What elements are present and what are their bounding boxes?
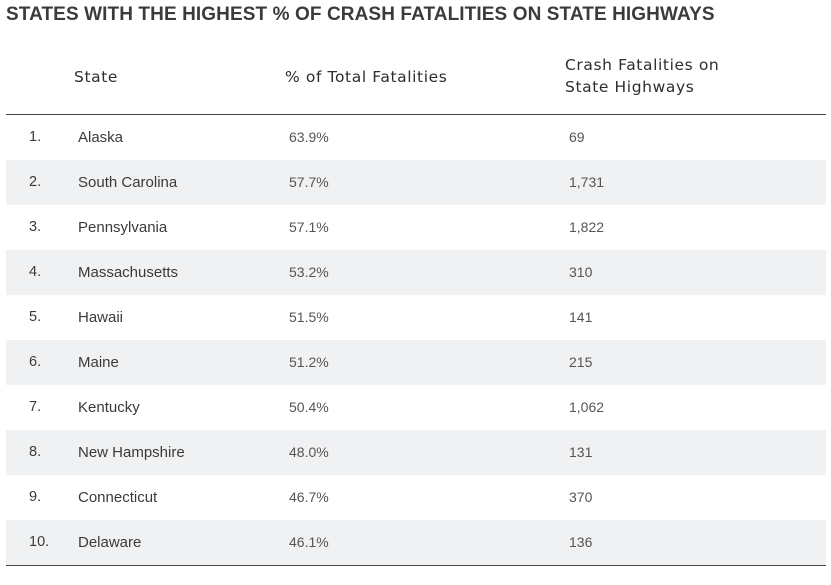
table-row: 10. Delaware 46.1% 136 — [6, 520, 826, 565]
state-cell: Hawaii — [78, 309, 124, 326]
rank-cell: 2. — [29, 174, 42, 190]
rank-cell: 4. — [29, 264, 42, 280]
table-row: 2. South Carolina 57.7% 1,731 — [6, 160, 826, 205]
pct-cell: 46.1% — [289, 534, 329, 550]
crash-cell: 370 — [569, 489, 593, 505]
pct-cell: 51.5% — [289, 309, 329, 325]
rank-cell: 3. — [29, 219, 42, 235]
state-cell: South Carolina — [78, 174, 178, 191]
rank-cell: 8. — [29, 444, 42, 460]
table-header-row: State % of Total Fatalities Crash Fatali… — [6, 44, 826, 115]
crash-cell: 1,062 — [569, 399, 605, 415]
table-bottom-rule — [6, 565, 826, 566]
table-row: 5. Hawaii 51.5% 141 — [6, 295, 826, 340]
rank-cell: 10. — [29, 534, 50, 550]
header-crash-line1: Crash Fatalities on — [565, 56, 720, 74]
table-row: 6. Maine 51.2% 215 — [6, 340, 826, 385]
crash-cell: 310 — [569, 264, 593, 280]
header-state: State — [74, 68, 119, 86]
crash-cell: 1,822 — [569, 219, 605, 235]
pct-cell: 50.4% — [289, 399, 329, 415]
pct-cell: 63.9% — [289, 129, 329, 145]
crash-cell: 131 — [569, 444, 593, 460]
header-crash-fatalities: Crash Fatalities on State Highways — [565, 54, 765, 98]
crash-cell: 136 — [569, 534, 593, 550]
table-row: 4. Massachusetts 53.2% 310 — [6, 250, 826, 295]
state-cell: Alaska — [78, 129, 124, 146]
crash-cell: 215 — [569, 354, 593, 370]
table-row: 1. Alaska 63.9% 69 — [6, 115, 826, 160]
pct-cell: 51.2% — [289, 354, 329, 370]
rank-cell: 9. — [29, 489, 42, 505]
page-title: STATES WITH THE HIGHEST % OF CRASH FATAL… — [6, 4, 715, 25]
rank-cell: 6. — [29, 354, 42, 370]
rank-cell: 5. — [29, 309, 42, 325]
header-pct-total: % of Total Fatalities — [285, 68, 448, 86]
state-cell: New Hampshire — [78, 444, 185, 461]
rank-cell: 7. — [29, 399, 42, 415]
state-cell: Kentucky — [78, 399, 140, 416]
state-cell: Maine — [78, 354, 119, 371]
crash-cell: 1,731 — [569, 174, 605, 190]
header-crash-line2: State Highways — [565, 78, 695, 96]
pct-cell: 48.0% — [289, 444, 329, 460]
fatalities-table: State % of Total Fatalities Crash Fatali… — [6, 44, 826, 566]
table-row: 7. Kentucky 50.4% 1,062 — [6, 385, 826, 430]
state-cell: Massachusetts — [78, 264, 179, 281]
state-cell: Delaware — [78, 534, 142, 551]
pct-cell: 46.7% — [289, 489, 329, 505]
pct-cell: 53.2% — [289, 264, 329, 280]
table-row: 9. Connecticut 46.7% 370 — [6, 475, 826, 520]
table-row: 8. New Hampshire 48.0% 131 — [6, 430, 826, 475]
state-cell: Pennsylvania — [78, 219, 168, 236]
pct-cell: 57.1% — [289, 219, 329, 235]
rank-cell: 1. — [29, 129, 42, 145]
pct-cell: 57.7% — [289, 174, 329, 190]
table-row: 3. Pennsylvania 57.1% 1,822 — [6, 205, 826, 250]
crash-cell: 141 — [569, 309, 593, 325]
crash-cell: 69 — [569, 129, 585, 145]
state-cell: Connecticut — [78, 489, 158, 506]
